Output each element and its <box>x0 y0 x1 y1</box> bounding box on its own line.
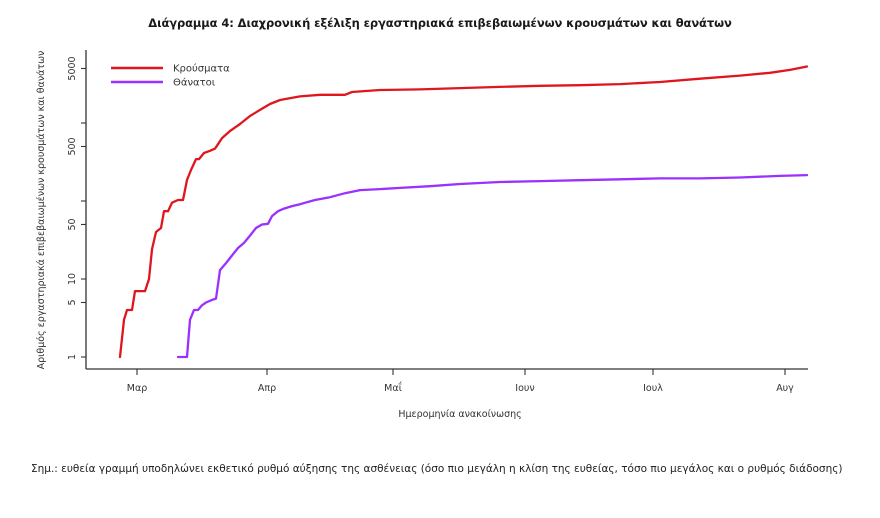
y-axis: 1 5 10 50 500 5000 <box>67 50 87 369</box>
y-tick-label: 5 <box>67 299 78 305</box>
y-axis-title: Αριθμός εργαστηριακά επιβεβαιωμένων κρου… <box>36 51 47 370</box>
x-tick-label: Ιουν <box>515 383 534 394</box>
x-axis: Μαρ Απρ Μαΐ Ιουν Ιουλ Αυγ <box>86 368 808 394</box>
legend-label-cases: Κρούσματα <box>173 63 230 75</box>
y-tick-label: 10 <box>67 273 78 285</box>
legend-label-deaths: Θάνατοι <box>173 77 216 89</box>
series-layer <box>118 65 809 359</box>
footnote: Σημ.: ευθεία γραμμή υποδηλώνει εκθετικό … <box>31 463 843 475</box>
deaths-line <box>176 173 809 359</box>
x-tick-label: Μαΐ <box>384 382 402 394</box>
x-tick-label: Ιουλ <box>643 383 663 394</box>
y-tick-label: 500 <box>67 137 78 155</box>
cases-line <box>118 65 809 359</box>
x-axis-title: Ημερομηνία ανακοίνωσης <box>398 409 521 420</box>
x-tick-label: Αυγ <box>776 383 794 394</box>
x-tick-label: Μαρ <box>127 383 148 394</box>
y-tick-label: 5000 <box>67 56 78 80</box>
y-tick-label: 1 <box>67 354 78 360</box>
chart-title: Διάγραμμα 4: Διαχρονική εξέλιξη εργαστηρ… <box>148 16 732 30</box>
y-tick-label: 50 <box>67 218 78 230</box>
x-tick-label: Απρ <box>258 383 276 394</box>
legend: Κρούσματα Θάνατοι <box>111 63 230 89</box>
